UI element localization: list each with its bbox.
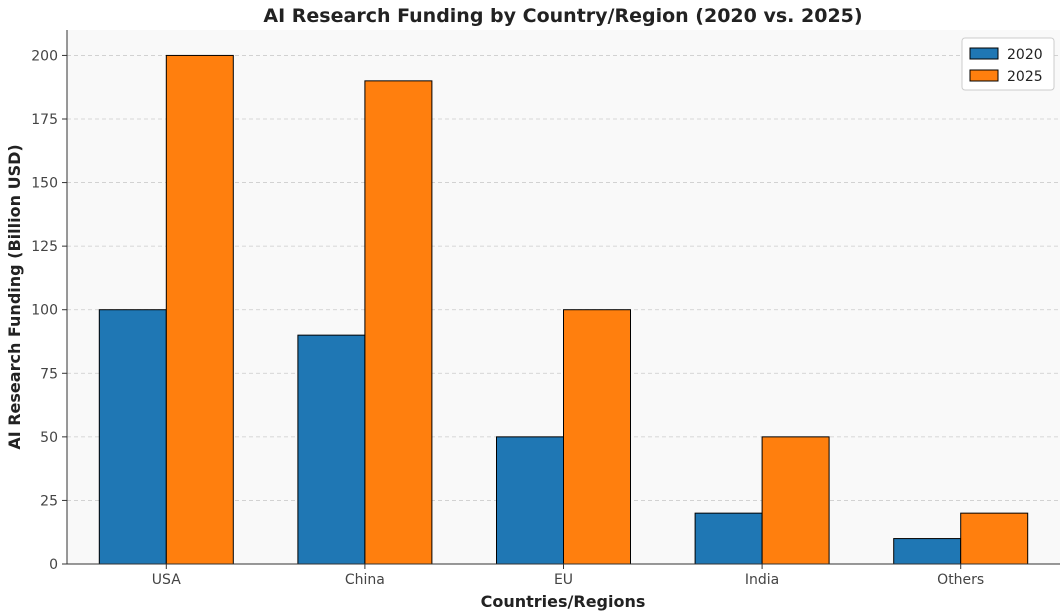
bars — [98, 54, 1029, 565]
legend-swatch-2025 — [969, 69, 999, 82]
gridlines — [67, 55, 1060, 501]
bar-2020-others — [893, 538, 962, 565]
y-tick-label: 125 — [31, 239, 58, 255]
bar-2025-eu — [563, 309, 631, 565]
bar-2025-others — [960, 512, 1029, 565]
legend-label-2025: 2025 — [1007, 69, 1043, 85]
y-tick-label: 200 — [31, 48, 58, 64]
y-tick-label: 100 — [31, 303, 58, 319]
x-axis-ticks: USA China EU India Others — [152, 564, 984, 588]
bar-2020-china — [297, 334, 366, 565]
x-tick-label: Others — [937, 572, 984, 588]
y-tick-label: 25 — [40, 493, 58, 509]
x-tick-label: USA — [152, 572, 181, 588]
y-tick-label: 175 — [31, 112, 58, 128]
y-tick-label: 150 — [31, 176, 58, 192]
y-tick-label: 0 — [49, 557, 58, 573]
legend: 2020 2025 — [961, 37, 1055, 91]
x-tick-label: China — [345, 572, 385, 588]
bar-2025-usa — [165, 54, 234, 565]
x-tick-label: India — [745, 572, 779, 588]
legend-swatch-2020 — [969, 47, 999, 60]
bar-2020-usa — [98, 309, 167, 565]
y-tick-label: 75 — [40, 366, 58, 382]
legend-label-2020: 2020 — [1007, 47, 1043, 63]
bar-2020-india — [694, 512, 763, 565]
chart-title: AI Research Funding by Country/Region (2… — [263, 5, 862, 27]
bar-2020-eu — [496, 436, 564, 565]
bar-2025-china — [364, 80, 433, 565]
y-axis-label: AI Research Funding (Billion USD) — [5, 144, 24, 449]
bar-2025-india — [761, 436, 830, 565]
x-tick-label: EU — [554, 572, 573, 588]
x-axis-label: Countries/Regions — [481, 592, 646, 611]
y-axis-ticks: 0 25 50 75 100 125 150 175 200 — [31, 48, 67, 573]
y-tick-label: 50 — [40, 430, 58, 446]
